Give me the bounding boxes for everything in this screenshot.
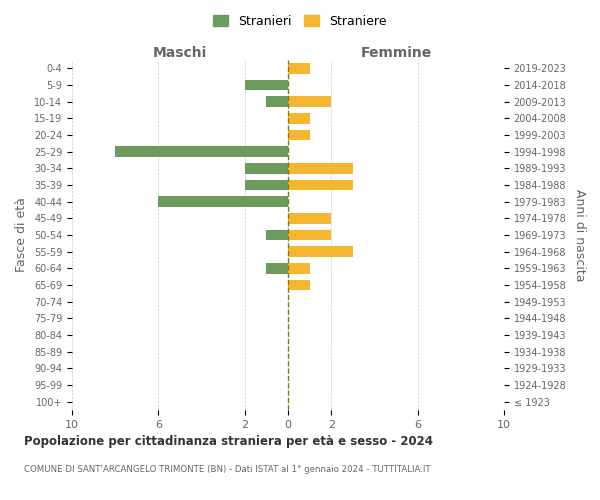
Text: Femmine: Femmine <box>361 46 431 60</box>
Bar <box>245 80 288 90</box>
Bar <box>288 230 331 240</box>
Bar <box>158 196 288 207</box>
Bar <box>288 96 331 107</box>
Bar <box>288 246 353 257</box>
Bar <box>288 163 353 174</box>
Bar <box>288 130 310 140</box>
Bar <box>288 213 331 224</box>
Bar <box>115 146 288 157</box>
Text: Maschi: Maschi <box>153 46 207 60</box>
Y-axis label: Anni di nascita: Anni di nascita <box>573 188 586 281</box>
Text: Popolazione per cittadinanza straniera per età e sesso - 2024: Popolazione per cittadinanza straniera p… <box>24 435 433 448</box>
Bar <box>288 263 310 274</box>
Y-axis label: Fasce di età: Fasce di età <box>16 198 28 272</box>
Text: COMUNE DI SANT'ARCANGELO TRIMONTE (BN) - Dati ISTAT al 1° gennaio 2024 - TUTTITA: COMUNE DI SANT'ARCANGELO TRIMONTE (BN) -… <box>24 465 431 474</box>
Bar <box>288 180 353 190</box>
Bar <box>245 180 288 190</box>
Bar <box>245 163 288 174</box>
Legend: Stranieri, Straniere: Stranieri, Straniere <box>209 11 391 32</box>
Bar <box>266 263 288 274</box>
Bar <box>288 280 310 290</box>
Bar <box>266 230 288 240</box>
Bar <box>288 113 310 124</box>
Bar <box>288 63 310 74</box>
Bar <box>266 96 288 107</box>
